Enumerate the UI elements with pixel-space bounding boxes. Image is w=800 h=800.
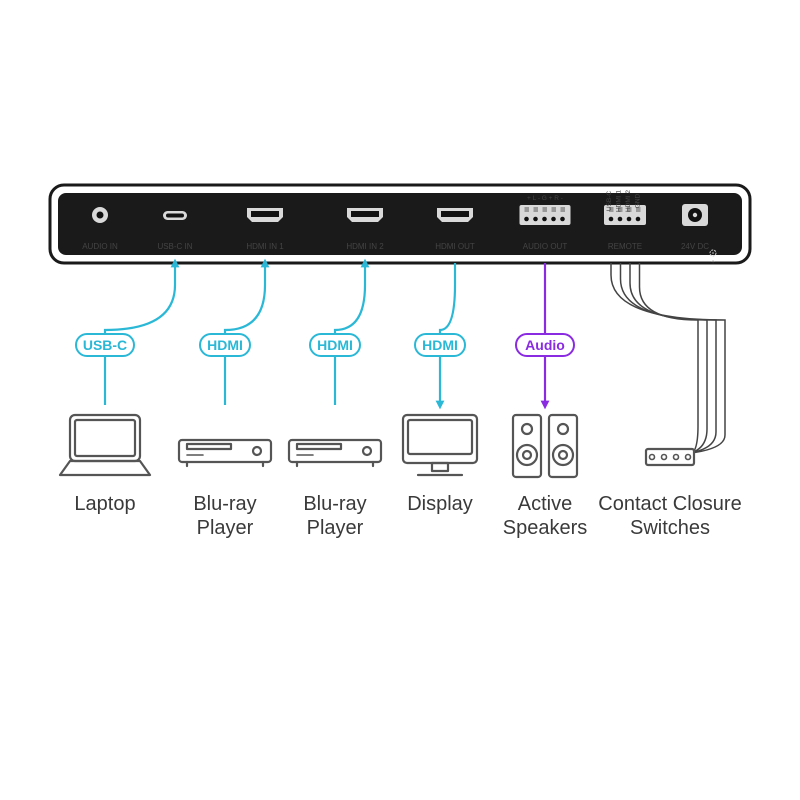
cable-hdmi_in1: HDMI [200,263,265,405]
port-label-remote: REMOTE [608,242,642,251]
port-label-hdmi_in1: HDMI IN 1 [246,242,284,251]
device-label-speakers: Active [518,493,572,515]
cable-label-audio_out: Audio [525,337,565,353]
device-label-bluray2: Player [307,517,364,539]
cable-label-hdmi_out: HDMI [422,337,458,353]
bluray-icon [179,440,271,466]
svg-text:+: + [711,259,715,266]
device-label-speakers: Speakers [503,517,588,539]
cable-audio_out: Audio [516,263,574,405]
svg-text:+ L - G + R -: + L - G + R - [527,195,563,202]
cable-hdmi_in2: HDMI [310,263,365,405]
device-label-bluray1: Player [197,517,254,539]
cable-label-hdmi_in2: HDMI [317,337,353,353]
diagram-canvas: AUDIO IN USB-C IN HDMI IN 1 HDMI IN 2 HDMI O… [0,0,800,800]
cable-label-hdmi_in1: HDMI [207,337,243,353]
contact-closure-wires [611,263,725,465]
switcher-rear-panel: AUDIO IN USB-C IN HDMI IN 1 HDMI IN 2 HDMI O… [50,185,750,266]
device-label-display: Display [407,493,473,515]
svg-text:USB-C: USB-C [606,191,613,212]
device-label-switches: Switches [630,517,710,539]
svg-text:HDMI 1: HDMI 1 [616,190,623,212]
svg-text:HDMI 2: HDMI 2 [625,190,632,212]
cable-label-usbc_in: USB-C [83,337,127,353]
svg-text:GND: GND [635,193,642,208]
bluray-icon [289,440,381,466]
device-label-switches: Contact Closure [598,493,741,515]
cable-hdmi_out: HDMI [415,263,465,405]
port-label-hdmi_out: HDMI OUT [435,242,475,251]
port-label-audio_in: AUDIO IN [82,242,118,251]
display-icon [403,415,477,475]
device-label-laptop: Laptop [74,493,135,515]
port-label-hdmi_in2: HDMI IN 2 [346,242,384,251]
port-label-usbc_in: USB-C IN [157,242,192,251]
cable-usbc_in: USB-C [76,263,175,405]
port-label-dc: 24V DC [681,242,709,251]
laptop-icon [60,415,150,475]
device-label-bluray1: Blu-ray [193,493,256,515]
device-label-bluray2: Blu-ray [303,493,366,515]
speakers-icon [513,415,577,477]
port-label-audio_out: AUDIO OUT [523,242,568,251]
